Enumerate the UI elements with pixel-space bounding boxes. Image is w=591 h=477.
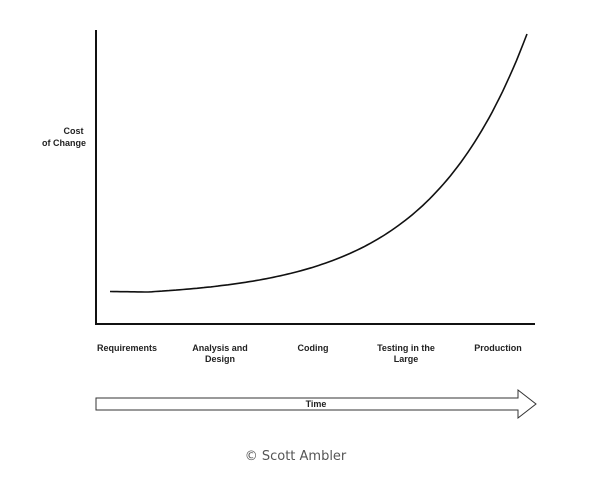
y-axis-label-line-1: Cost <box>63 126 83 136</box>
cost-of-change-curve <box>109 33 528 293</box>
x-category-label-line: Analysis and <box>192 343 248 353</box>
copyright-notice: © Scott Ambler <box>244 449 347 464</box>
y-axis-label: Cost of Change <box>42 126 86 148</box>
time-arrow <box>95 388 537 420</box>
x-category-label-line: Production <box>474 343 522 353</box>
x-category-label-line: Large <box>394 354 419 364</box>
x-category-label-line: Design <box>205 354 235 364</box>
x-category-label: Requirements <box>97 343 157 353</box>
x-category-labels: Requirements Analysis and Design Coding Test… <box>97 343 522 364</box>
x-category-label-line: Testing in the <box>377 343 435 353</box>
time-arrow-label: Time <box>306 399 327 409</box>
x-category-label-line: Requirements <box>97 343 157 353</box>
x-category-label: Testing in the Large <box>377 343 435 364</box>
x-category-label: Analysis and Design <box>192 343 248 364</box>
x-category-label: Production <box>474 343 522 353</box>
y-axis-label-line-2: of Change <box>42 138 86 148</box>
x-category-label: Coding <box>298 343 329 353</box>
x-category-label-line: Coding <box>298 343 329 353</box>
